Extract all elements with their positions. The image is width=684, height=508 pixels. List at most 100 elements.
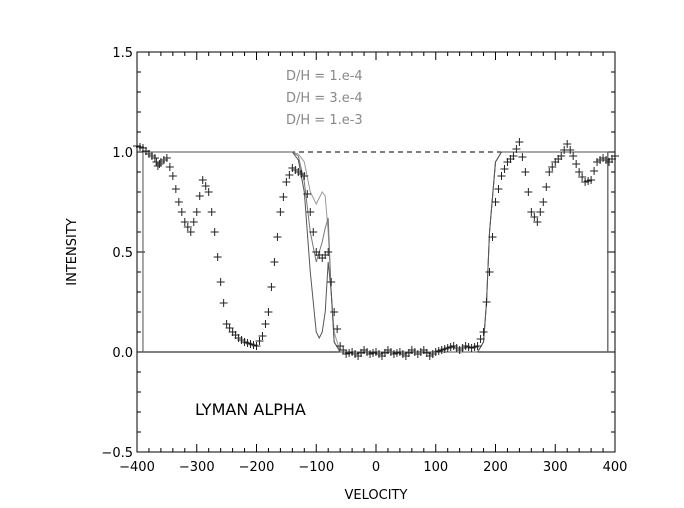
- observed-point: [545, 168, 554, 176]
- observed-point: [180, 218, 189, 226]
- observed-point: [204, 188, 213, 196]
- observed-point: [500, 165, 509, 173]
- x-tick-label: 200: [483, 460, 508, 475]
- observed-point: [473, 342, 482, 350]
- observed-point: [512, 145, 521, 153]
- observed-point: [578, 173, 587, 181]
- model-line-2: [142, 151, 609, 353]
- observed-point: [569, 152, 578, 160]
- observed-point: [542, 183, 551, 191]
- observed-point: [557, 152, 566, 160]
- observed-point: [566, 146, 575, 154]
- observed-point: [177, 208, 186, 216]
- observed-point: [174, 198, 183, 206]
- observed-point: [575, 168, 584, 176]
- observed-point: [530, 213, 539, 221]
- model-line-3: [142, 151, 609, 353]
- observed-point: [494, 185, 503, 193]
- y-tick-label: −0.5: [101, 446, 133, 461]
- observed-point: [258, 332, 267, 340]
- observed-point: [524, 188, 533, 196]
- observed-point: [482, 298, 491, 306]
- observed-point: [333, 325, 342, 333]
- observed-point: [264, 308, 273, 316]
- observed-point: [330, 308, 339, 316]
- x-axis-label: VELOCITY: [345, 488, 408, 503]
- y-tick-label: 1.0: [112, 146, 133, 161]
- observed-point: [183, 223, 192, 231]
- observed-point: [282, 178, 291, 186]
- observed-point: [168, 172, 177, 180]
- observed-point: [533, 218, 542, 226]
- x-tick-label: −400: [119, 460, 155, 475]
- observed-point: [563, 140, 572, 148]
- observed-point: [476, 335, 485, 343]
- y-tick-label: 0.5: [112, 246, 133, 261]
- observed-point: [261, 320, 270, 328]
- observed-point: [267, 283, 276, 291]
- observed-point: [327, 278, 336, 286]
- observed-point: [165, 163, 174, 171]
- observed-point: [485, 268, 494, 276]
- observed-point: [252, 342, 261, 350]
- observed-point: [509, 152, 518, 160]
- observed-point: [207, 208, 216, 216]
- legend-entry-1: D/H = 1.e-4: [286, 69, 363, 84]
- observed-point: [527, 208, 536, 216]
- observed-point: [189, 218, 198, 226]
- observed-point: [216, 278, 225, 286]
- observed-point: [548, 163, 557, 171]
- observed-point: [590, 167, 599, 175]
- y-tick-label: 1.5: [112, 46, 133, 61]
- observed-point: [150, 154, 159, 162]
- observed-point: [213, 253, 222, 261]
- observed-point: [285, 171, 294, 179]
- observed-point: [303, 190, 312, 198]
- observed-point: [515, 138, 524, 146]
- observed-point: [497, 172, 506, 180]
- observed-point: [255, 337, 264, 345]
- observed-point: [186, 228, 195, 236]
- observed-point: [587, 176, 596, 184]
- y-tick-label: 0.0: [112, 346, 133, 361]
- x-tick-label: 300: [543, 460, 568, 475]
- x-tick-label: 100: [423, 460, 448, 475]
- model-line-1: [142, 151, 609, 353]
- legend-entry-2: D/H = 3.e-4: [286, 91, 363, 106]
- x-tick-label: −100: [298, 460, 334, 475]
- observed-point: [536, 208, 545, 216]
- observed-point: [306, 208, 315, 216]
- observed-point: [270, 258, 279, 266]
- observed-point: [479, 328, 488, 336]
- x-tick-label: −200: [239, 460, 275, 475]
- observed-point: [198, 176, 207, 184]
- observed-point: [324, 248, 333, 256]
- observed-point: [309, 228, 318, 236]
- observed-point: [491, 198, 500, 206]
- observed-point: [195, 192, 204, 200]
- observed-point: [539, 198, 548, 206]
- observed-point: [210, 228, 219, 236]
- observed-point: [521, 168, 530, 176]
- observed-point: [273, 233, 282, 241]
- observed-point: [219, 299, 228, 307]
- observed-point: [488, 233, 497, 241]
- observed-point: [155, 160, 164, 168]
- observed-point: [276, 208, 285, 216]
- observed-point: [300, 172, 309, 180]
- legend-entry-3: D/H = 1.e-3: [286, 113, 363, 128]
- plot-frame: [136, 51, 616, 453]
- observed-point: [171, 185, 180, 193]
- x-tick-label: −300: [179, 460, 215, 475]
- observed-point: [572, 160, 581, 168]
- annotation-lyman-alpha: LYMAN ALPHA: [195, 400, 306, 419]
- observed-point: [192, 208, 201, 216]
- observed-point: [162, 154, 171, 162]
- observed-point: [279, 193, 288, 201]
- observed-point: [201, 182, 210, 190]
- y-axis-label: INTENSITY: [65, 218, 80, 285]
- x-tick-label: 400: [603, 460, 628, 475]
- observed-point: [518, 153, 527, 161]
- x-tick-label: 0: [372, 460, 380, 475]
